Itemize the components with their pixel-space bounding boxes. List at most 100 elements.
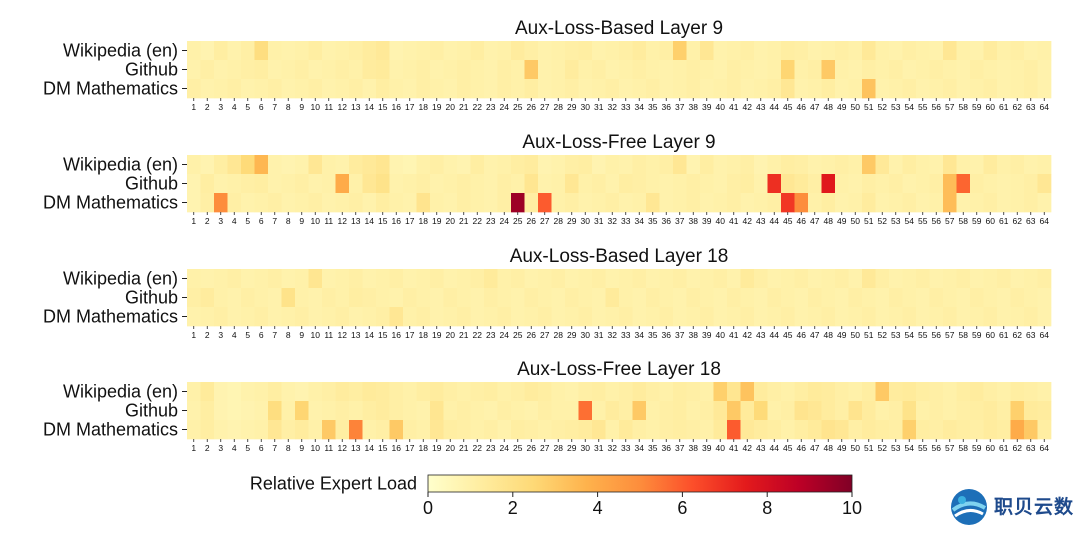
x-tick-label: 20 xyxy=(446,443,456,453)
x-tick-label: 3 xyxy=(218,216,223,226)
heatmap-cell xyxy=(511,60,525,80)
x-tick-label: 57 xyxy=(945,330,955,340)
x-tick-label: 59 xyxy=(972,216,982,226)
heatmap-cell xyxy=(929,174,944,194)
heatmap-cell xyxy=(740,288,755,308)
heatmap-cell xyxy=(403,382,417,402)
heatmap-cell xyxy=(200,60,215,80)
heatmap-cell xyxy=(295,269,309,289)
heatmap-cell xyxy=(376,79,390,99)
heatmap-cell xyxy=(713,382,728,402)
heatmap-cell xyxy=(767,269,782,289)
row-label: Github xyxy=(125,60,178,80)
heatmap-cell xyxy=(713,288,728,308)
heatmap-cell xyxy=(1010,401,1025,421)
heatmap-cell xyxy=(538,288,552,308)
heatmap-cell xyxy=(673,60,687,80)
x-tick-label: 14 xyxy=(365,443,375,453)
heatmap-cell xyxy=(821,155,836,175)
heatmap-cell xyxy=(308,193,323,213)
heatmap-cell xyxy=(214,401,228,421)
heatmap-cell xyxy=(335,174,350,194)
heatmap-cell xyxy=(200,420,215,440)
heatmap-cell xyxy=(241,382,255,402)
heatmap-cell xyxy=(214,288,228,308)
heatmap-cell xyxy=(916,382,930,402)
heatmap-cell xyxy=(956,420,971,440)
heatmap-cell xyxy=(767,382,782,402)
x-tick-label: 58 xyxy=(959,102,969,112)
heatmap-cell xyxy=(214,193,228,213)
heatmap-cell xyxy=(619,420,633,440)
x-tick-label: 44 xyxy=(770,102,780,112)
heatmap-cell xyxy=(335,155,350,175)
heatmap-cell xyxy=(551,79,566,99)
heatmap-cell xyxy=(916,269,930,289)
heatmap-cell xyxy=(1037,193,1052,213)
heatmap-cell xyxy=(511,420,525,440)
heatmap-cell xyxy=(1010,420,1025,440)
x-tick-label: 15 xyxy=(378,102,388,112)
heatmap-cell xyxy=(592,269,606,289)
heatmap-cell xyxy=(295,401,309,421)
row-label: Github xyxy=(125,174,178,194)
heatmap-cell xyxy=(403,307,417,327)
x-tick-label: 15 xyxy=(378,216,388,226)
x-tick-label: 62 xyxy=(1013,330,1023,340)
heatmap-cell xyxy=(700,155,714,175)
heatmap-cell xyxy=(767,155,782,175)
heatmap-cell xyxy=(754,288,768,308)
heatmap-cell xyxy=(511,79,525,99)
x-tick-label: 3 xyxy=(218,443,223,453)
heatmap-cell xyxy=(362,155,377,175)
heatmap-cell xyxy=(727,193,741,213)
heatmap-cell xyxy=(902,307,917,327)
heatmap-cell xyxy=(227,420,242,440)
heatmap-cell xyxy=(970,401,984,421)
heatmap-cell xyxy=(862,288,876,308)
heatmap-cell xyxy=(470,155,485,175)
heatmap-cell xyxy=(970,60,984,80)
x-tick-label: 7 xyxy=(272,102,277,112)
x-tick-label: 60 xyxy=(986,216,996,226)
x-tick-label: 27 xyxy=(540,102,550,112)
heatmap-cell xyxy=(538,60,552,80)
heatmap-cell xyxy=(794,174,809,194)
heatmap-cell xyxy=(524,155,539,175)
heatmap-cell xyxy=(511,193,525,213)
heatmap-cell xyxy=(781,288,795,308)
x-tick-label: 12 xyxy=(338,330,348,340)
heatmap-cell xyxy=(632,41,647,61)
heatmap-cell xyxy=(551,401,566,421)
panel-title: Aux-Loss-Free Layer 9 xyxy=(522,132,715,153)
heatmap-cell xyxy=(187,420,201,440)
heatmap-cell xyxy=(443,307,458,327)
heatmap-cell xyxy=(835,288,849,308)
heatmap-cell xyxy=(308,79,323,99)
heatmap-cell xyxy=(349,288,363,308)
heatmap-cell xyxy=(767,60,782,80)
heatmap-cell xyxy=(605,288,620,308)
heatmap-cell xyxy=(295,155,309,175)
heatmap-cell xyxy=(497,382,512,402)
heatmap-cell xyxy=(740,401,755,421)
heatmap-cell xyxy=(997,155,1011,175)
heatmap-cell xyxy=(889,382,903,402)
heatmap-cell xyxy=(821,60,836,80)
x-tick-label: 27 xyxy=(540,216,550,226)
heatmap-cell xyxy=(632,193,647,213)
heatmap-cell xyxy=(470,382,485,402)
heatmap-cell xyxy=(484,401,498,421)
heatmap-cell xyxy=(200,79,215,99)
x-tick-label: 23 xyxy=(486,330,496,340)
heatmap-cell xyxy=(470,193,485,213)
x-tick-label: 51 xyxy=(864,330,874,340)
x-tick-label: 11 xyxy=(324,102,333,112)
x-tick-label: 20 xyxy=(446,102,456,112)
heatmap-cell xyxy=(875,269,890,289)
heatmap-cell xyxy=(484,193,498,213)
heatmap-cell xyxy=(781,382,795,402)
heatmap-cell xyxy=(281,193,296,213)
heatmap-cell xyxy=(322,60,336,80)
x-tick-label: 34 xyxy=(635,330,645,340)
